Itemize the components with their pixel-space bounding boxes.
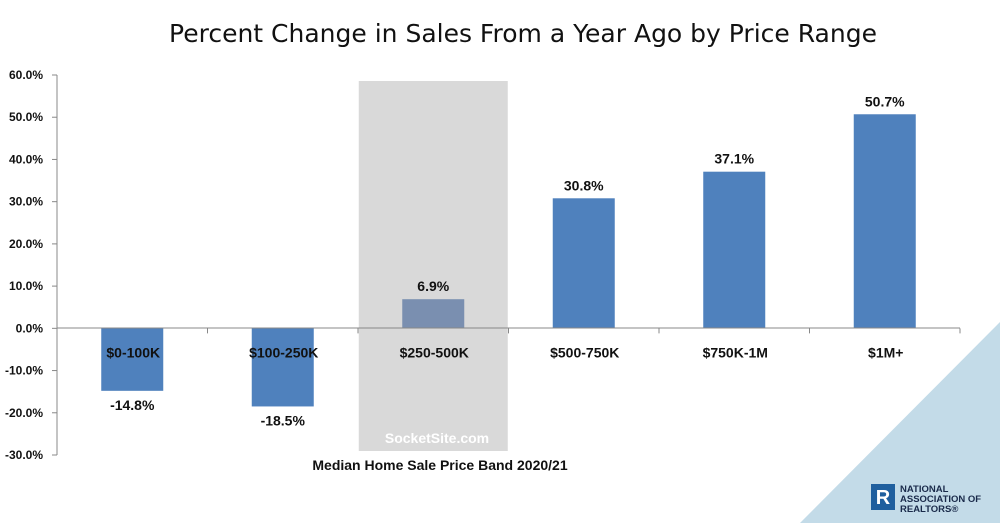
category-label: $1M+ <box>868 344 903 360</box>
logo-mark-letter: R <box>876 487 891 509</box>
y-tick-label: 30.0% <box>9 195 43 209</box>
value-label: 6.9% <box>417 278 449 294</box>
bars-group <box>101 114 916 407</box>
y-tick-label: -10.0% <box>5 364 43 378</box>
y-tick-label: 40.0% <box>9 152 43 166</box>
y-ticks-group: -30.0% -20.0% -10.0% 0.0% 10.0% 20.0% 30.0% 40.… <box>5 68 961 462</box>
value-labels-group: -14.8% -18.5% 6.9% 30.8% 37.1% 50.7% <box>110 93 905 428</box>
value-label: 37.1% <box>714 151 754 167</box>
logo-line-3: REALTORS® <box>900 504 958 515</box>
category-label: $250-500K <box>400 344 469 360</box>
y-tick-label: -20.0% <box>5 406 43 420</box>
y-tick-label: -30.0% <box>5 448 43 462</box>
bar-3 <box>552 198 615 329</box>
y-tick-label: 0.0% <box>16 321 44 335</box>
y-tick-label: 50.0% <box>9 110 43 124</box>
y-tick-label: 60.0% <box>9 68 43 82</box>
category-label: $750K-1M <box>703 344 768 360</box>
category-label: $0-100K <box>106 344 160 360</box>
value-label: -14.8% <box>110 397 155 413</box>
value-label: -18.5% <box>261 412 306 428</box>
watermark-text: SocketSite.com <box>385 430 489 446</box>
nar-logo: R NATIONAL ASSOCIATION OF REALTORS® <box>871 484 981 515</box>
bar-0 <box>101 328 164 391</box>
value-label: 30.8% <box>564 177 604 193</box>
bar-1 <box>251 328 314 407</box>
bar-2 <box>402 299 465 329</box>
value-label: 50.7% <box>865 93 905 109</box>
corner-decoration <box>800 322 1000 523</box>
bar-5 <box>853 114 916 329</box>
category-label: $500-750K <box>550 344 619 360</box>
category-labels-group: $0-100K $100-250K $250-500K $500-750K $750K-… <box>106 344 903 360</box>
logo-mark-icon <box>871 484 895 510</box>
logo-line-1: NATIONAL <box>900 484 949 495</box>
y-tick-label: 20.0% <box>9 237 43 251</box>
chart-title: Percent Change in Sales From a Year Ago … <box>169 19 877 48</box>
highlight-band <box>358 81 508 451</box>
x-axis-label: Median Home Sale Price Band 2020/21 <box>312 457 567 473</box>
logo-line-2: ASSOCIATION OF <box>900 494 981 505</box>
y-tick-label: 10.0% <box>9 279 43 293</box>
bar-4 <box>703 171 766 329</box>
category-label: $100-250K <box>249 344 318 360</box>
